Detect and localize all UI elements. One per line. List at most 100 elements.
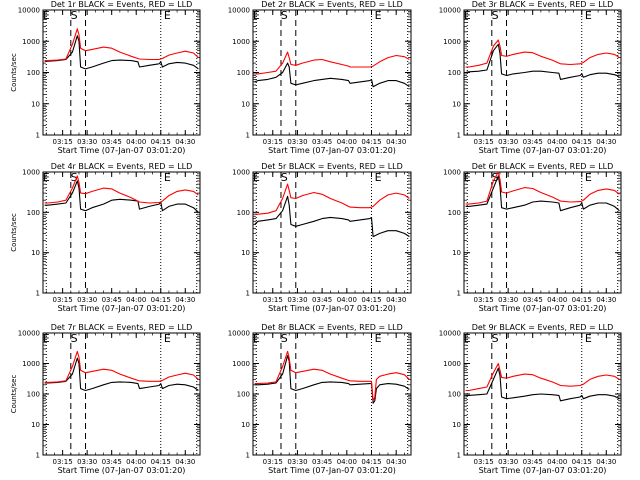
x-tick-label: 04:30 [175, 296, 195, 304]
detector-panel-2: Det 2r BLACK = Events, RED = LLD 1 10 100 10… [228, 0, 412, 155]
plot-frame [252, 9, 412, 136]
detector-panel-3: Det 3r BLACK = Events, RED = LLD 1 10 100 10… [439, 0, 622, 155]
series-line-lld [44, 350, 199, 383]
x-tick-label: 04:00 [337, 458, 357, 466]
panel-title: Det 7r BLACK = Events, RED = LLD [51, 323, 193, 332]
x-tick-label: 03:30 [498, 458, 518, 466]
series-line-events [254, 195, 410, 238]
x-tick-label: 03:30 [287, 138, 307, 146]
event-marker-label: S [71, 332, 78, 345]
x-tick-label: 04:15 [361, 296, 381, 304]
y-tick-label: 1 [457, 290, 461, 298]
y-tick-label: 1 [36, 132, 40, 140]
x-tick-label: 03:45 [523, 296, 543, 304]
x-tick-label: 04:30 [175, 458, 195, 466]
plot-frame [252, 332, 412, 456]
x-tick-label: 03:45 [312, 458, 332, 466]
x-tick-label: 03:15 [263, 138, 283, 146]
y-tick-label: 1000 [232, 38, 250, 46]
event-marker-label: E [43, 332, 50, 345]
y-tick-label: 1000 [22, 360, 40, 368]
y-tick-label: 100 [448, 69, 461, 77]
y-tick-label: 1000 [22, 169, 40, 177]
x-tick-label: 03:30 [287, 458, 307, 466]
panel-title: Det 9r BLACK = Events, RED = LLD [472, 323, 614, 332]
x-tick-label: 03:15 [263, 296, 283, 304]
x-tick-label: 03:45 [523, 138, 543, 146]
plot-frame [42, 171, 201, 294]
event-marker-label: S [281, 171, 288, 184]
x-tick-label: 03:15 [53, 458, 73, 466]
y-tick-label: 100 [237, 391, 250, 399]
event-marker-label: E [464, 9, 471, 22]
x-axis-label: Start Time (07-Jan-07 03:01:20) [479, 146, 607, 155]
x-axis-label: Start Time (07-Jan-07 03:01:20) [58, 466, 186, 475]
y-tick-label: 100 [448, 209, 461, 217]
event-marker-label: E [253, 9, 260, 22]
event-marker-label: E [585, 332, 592, 345]
x-tick-label: 04:15 [572, 138, 592, 146]
panel-title: Det 5r BLACK = Events, RED = LLD [261, 162, 403, 171]
x-tick-label: 03:30 [287, 296, 307, 304]
y-tick-label: 100 [27, 69, 40, 77]
series-line-events [44, 180, 199, 213]
plot-frame [252, 171, 412, 294]
x-tick-label: 04:00 [547, 458, 567, 466]
y-tick-label: 10000 [228, 7, 250, 15]
panel-title: Det 2r BLACK = Events, RED = LLD [261, 0, 403, 9]
x-tick-label: 03:45 [312, 296, 332, 304]
series-line-lld [465, 171, 620, 205]
y-tick-label: 10 [452, 421, 461, 429]
detector-panel-9: Det 9r BLACK = Events, RED = LLD 1 10 100 10… [439, 323, 622, 475]
y-tick-label: 1000 [443, 360, 461, 368]
event-marker-label: E [43, 9, 50, 22]
x-tick-label: 04:15 [572, 296, 592, 304]
y-tick-label: 10 [241, 421, 250, 429]
y-tick-label: 1000 [22, 38, 40, 46]
series-line-lld [254, 183, 410, 215]
x-tick-label: 03:15 [53, 296, 73, 304]
y-tick-label: 10 [31, 249, 40, 257]
y-tick-label: 10000 [18, 7, 40, 15]
y-tick-label: 1000 [443, 169, 461, 177]
y-tick-label: 10000 [18, 330, 40, 338]
x-tick-label: 03:30 [77, 296, 97, 304]
event-marker-label: E [375, 9, 382, 22]
x-axis-label: Start Time (07-Jan-07 03:01:20) [268, 466, 396, 475]
y-tick-label: 1000 [232, 360, 250, 368]
y-tick-label: 1000 [443, 38, 461, 46]
y-axis-label: Counts/sec [10, 213, 18, 252]
y-tick-label: 100 [27, 209, 40, 217]
x-axis-label: Start Time (07-Jan-07 03:01:20) [479, 466, 607, 475]
x-tick-label: 04:15 [151, 296, 171, 304]
x-tick-label: 04:30 [386, 138, 406, 146]
event-marker-label: S [281, 9, 288, 22]
x-tick-label: 04:00 [337, 296, 357, 304]
y-tick-label: 1 [36, 290, 40, 298]
x-tick-label: 03:30 [498, 296, 518, 304]
x-tick-label: 03:15 [474, 458, 494, 466]
y-tick-label: 10 [452, 100, 461, 108]
event-marker-label: S [281, 332, 288, 345]
x-tick-label: 04:15 [151, 458, 171, 466]
detector-panel-6: Det 6r BLACK = Events, RED = LLD 1 10 100 10… [443, 162, 622, 313]
detector-panel-4: Det 4r BLACK = Events, RED = LLD 1 10 100 10… [10, 162, 201, 313]
y-tick-label: 10 [31, 421, 40, 429]
detector-panel-7: Det 7r BLACK = Events, RED = LLD 1 10 100 10… [10, 323, 201, 475]
x-tick-label: 04:00 [126, 458, 146, 466]
x-tick-label: 04:15 [361, 138, 381, 146]
event-marker-label: S [71, 171, 78, 184]
series-line-events [465, 43, 620, 80]
panel-title: Det 4r BLACK = Events, RED = LLD [51, 162, 193, 171]
series-line-events [254, 355, 410, 404]
x-tick-label: 03:45 [102, 458, 122, 466]
series-line-events [465, 367, 620, 402]
x-tick-label: 03:45 [102, 296, 122, 304]
event-marker-label: E [253, 332, 260, 345]
x-tick-label: 04:00 [337, 138, 357, 146]
y-tick-label: 10000 [228, 330, 250, 338]
y-tick-label: 100 [237, 209, 250, 217]
x-tick-label: 04:30 [175, 138, 195, 146]
y-tick-label: 1 [246, 132, 250, 140]
y-tick-label: 1 [36, 452, 40, 460]
